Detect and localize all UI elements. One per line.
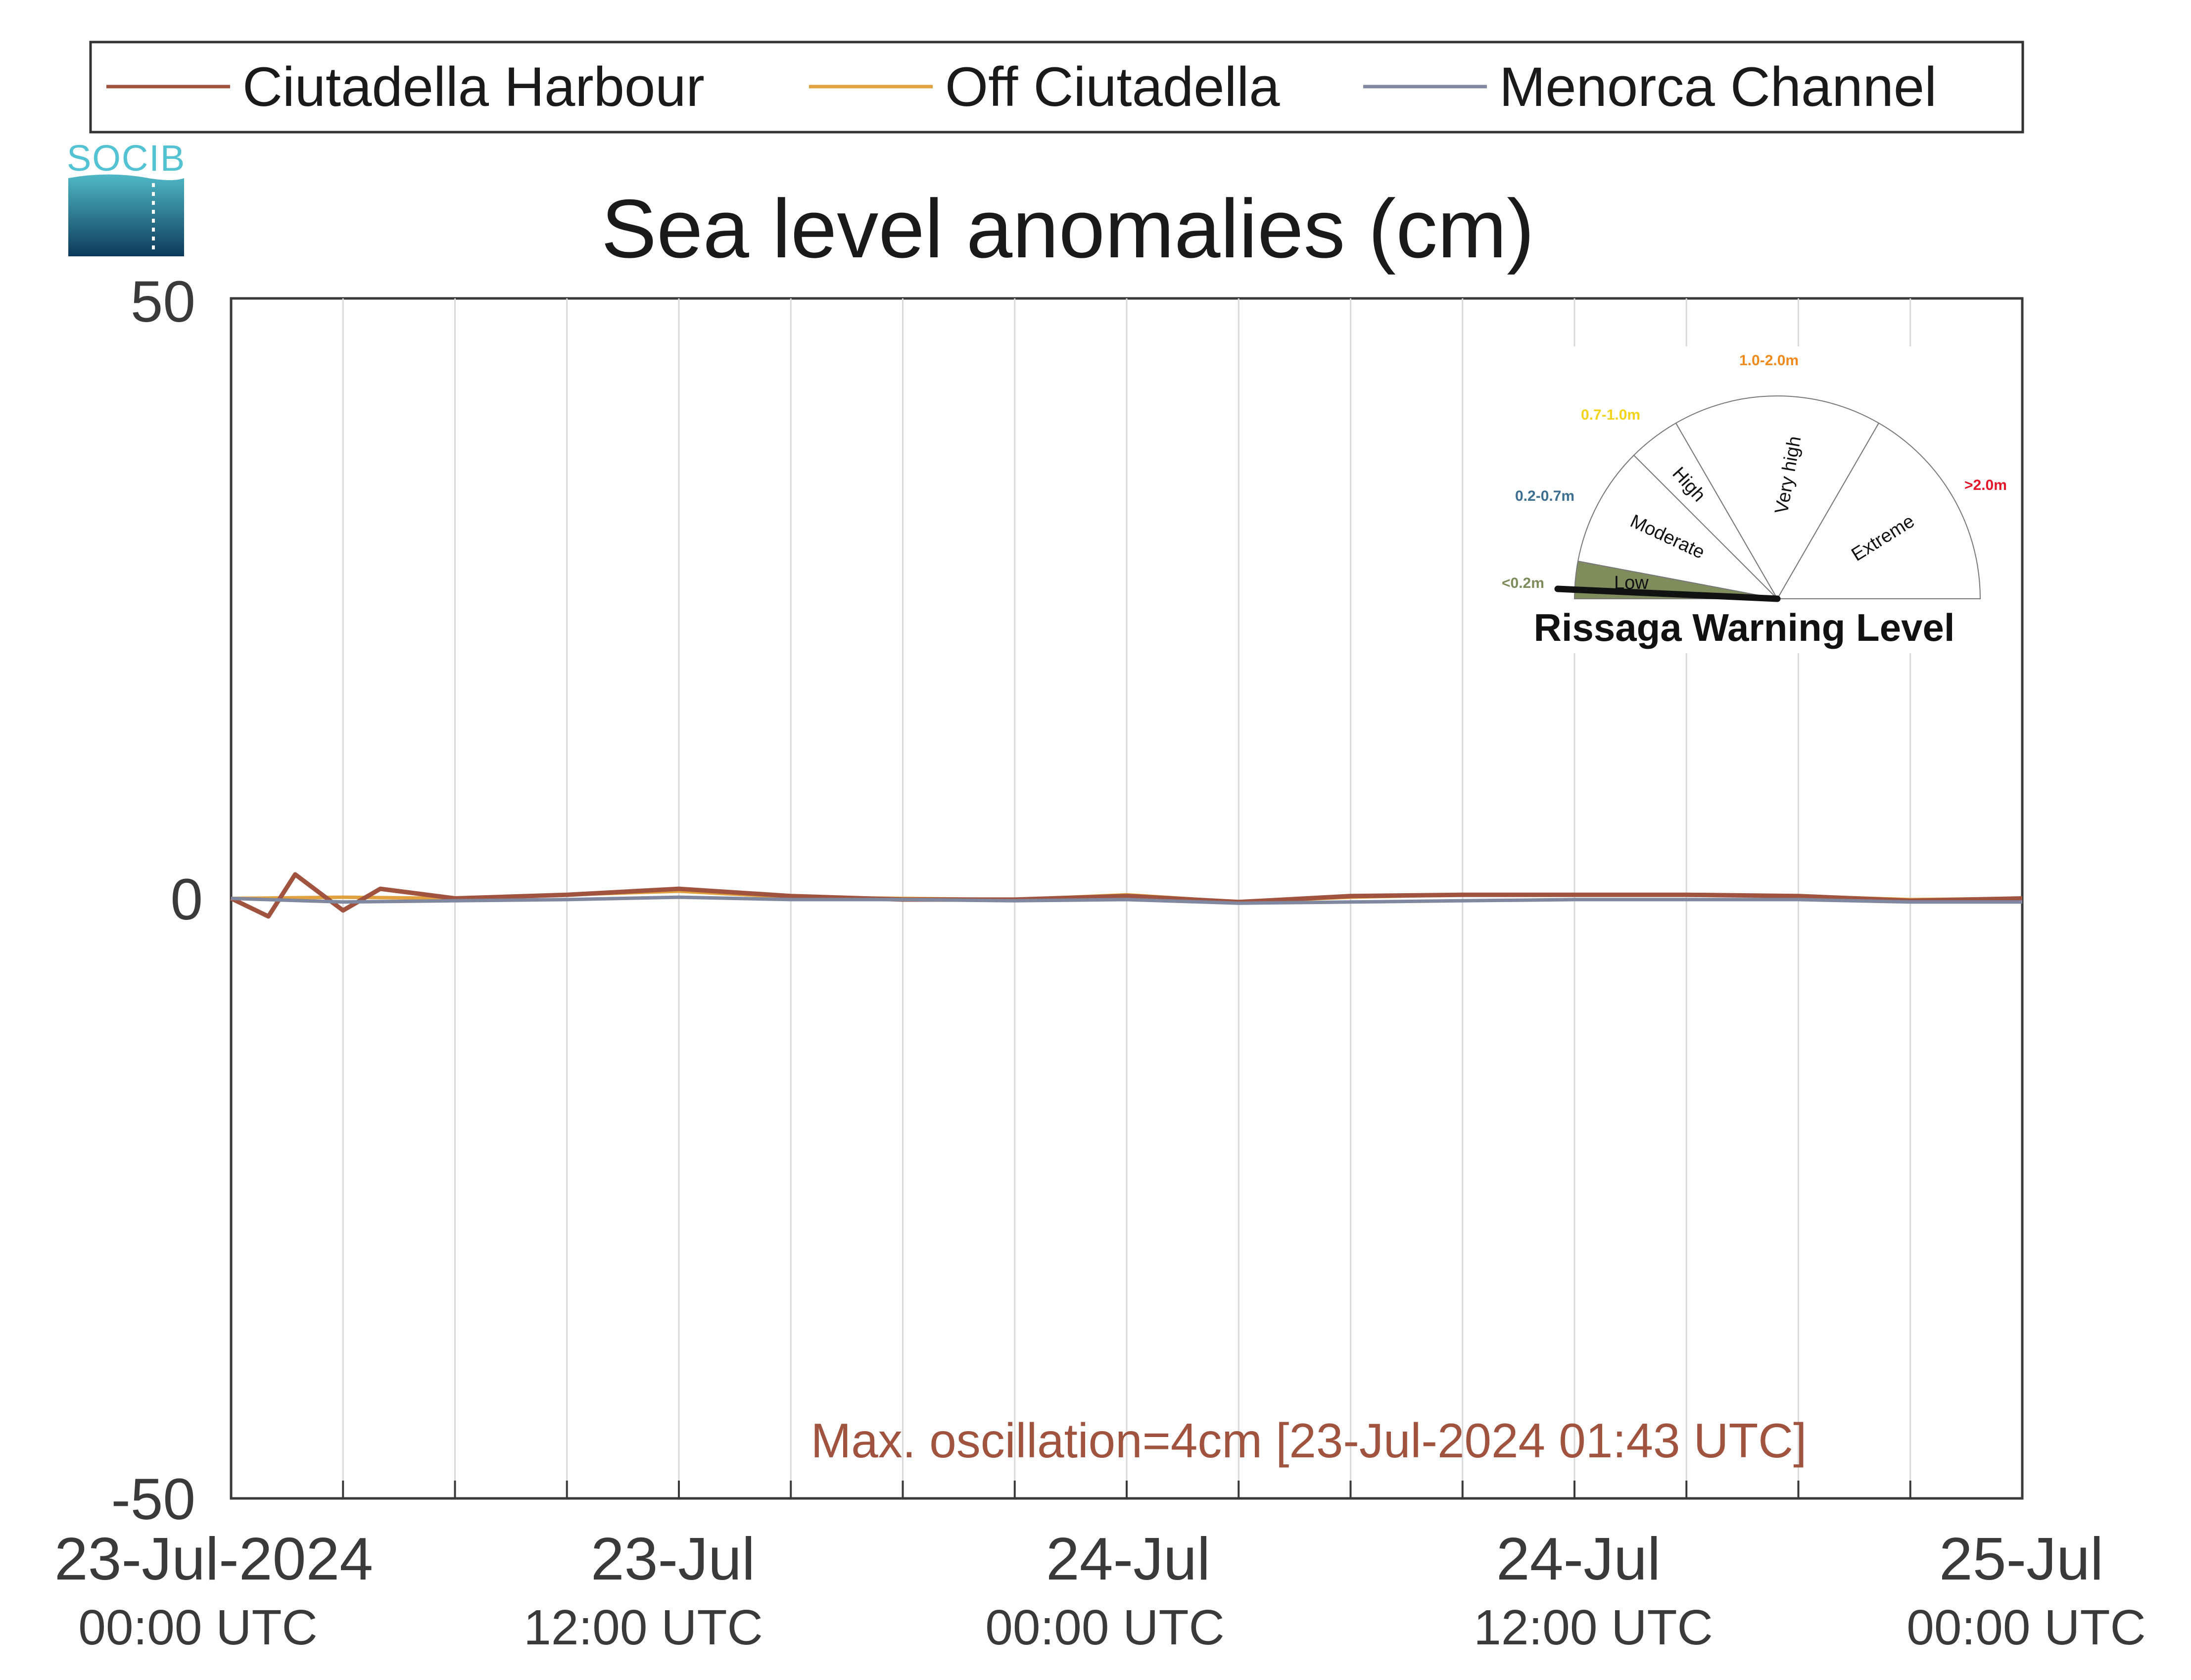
gauge-range-high: 0.7-1.0m (1581, 407, 1640, 423)
gauge-range-moderate: 0.2-0.7m (1515, 488, 1574, 504)
y-tick-label-top: 50 (131, 269, 195, 335)
logo-text: SOCIB (67, 138, 186, 179)
legend-box (89, 41, 2024, 134)
y-tick-label-bottom: -50 (111, 1467, 195, 1532)
x-tick-date-1: 23-Jul (591, 1525, 755, 1592)
series-layer (230, 872, 2023, 919)
x-tick-date-4: 25-Jul (1939, 1525, 2103, 1592)
x-tick-time-3: 12:00 UTC (1474, 1600, 1713, 1655)
x-tick-date-0: 23-Jul-2024 (54, 1525, 373, 1592)
series-line-menorca-channel (231, 895, 2022, 905)
socib-logo: SOCIB (67, 138, 186, 256)
y-tick-label-mid: 0 (170, 867, 203, 932)
x-tick-date-2: 24-Jul (1046, 1525, 1210, 1592)
gauge-range-very-high: 1.0-2.0m (1739, 352, 1799, 369)
gauge-segment-moderate (1577, 454, 1779, 600)
x-tick-date-3: 24-Jul (1496, 1525, 1661, 1592)
x-tick-time-1: 12:00 UTC (524, 1600, 763, 1655)
max-oscillation-annotation: Max. oscillation=4cm [23-Jul-2024 01:43 … (811, 1413, 1807, 1468)
logo-wave (68, 174, 184, 256)
legend-label-menorca-channel: Menorca Channel (1499, 56, 1937, 118)
chart-title: Sea level anomalies (cm) (601, 182, 1534, 275)
x-tick-marks (342, 1481, 1911, 1498)
gauge-segment-very-high (1675, 395, 1880, 600)
legend-label-ciutadella-harbour: Ciutadella Harbour (242, 56, 705, 118)
legend: Ciutadella Harbour Off Ciutadella Menorc… (89, 41, 2024, 134)
gauge-segment-extreme (1776, 422, 1981, 599)
x-tick-time-4: 00:00 UTC (1906, 1600, 2146, 1655)
gauge-needle (1554, 585, 1781, 602)
rissaga-gauge: Low Moderate High Very high Extreme <0.2… (1494, 346, 2019, 653)
legend-label-off-ciutadella: Off Ciutadella (945, 56, 1280, 118)
gauge-range-extreme: >2.0m (1964, 477, 2007, 493)
x-tick-labels: 23-Jul-2024 00:00 UTC 23-Jul 12:00 UTC 2… (54, 1525, 2146, 1655)
gauge-range-low: <0.2m (1502, 575, 1544, 591)
x-tick-time-2: 00:00 UTC (985, 1600, 1225, 1655)
x-tick-time-0: 00:00 UTC (78, 1600, 318, 1655)
gauge-title: Rissaga Warning Level (1533, 606, 1954, 649)
